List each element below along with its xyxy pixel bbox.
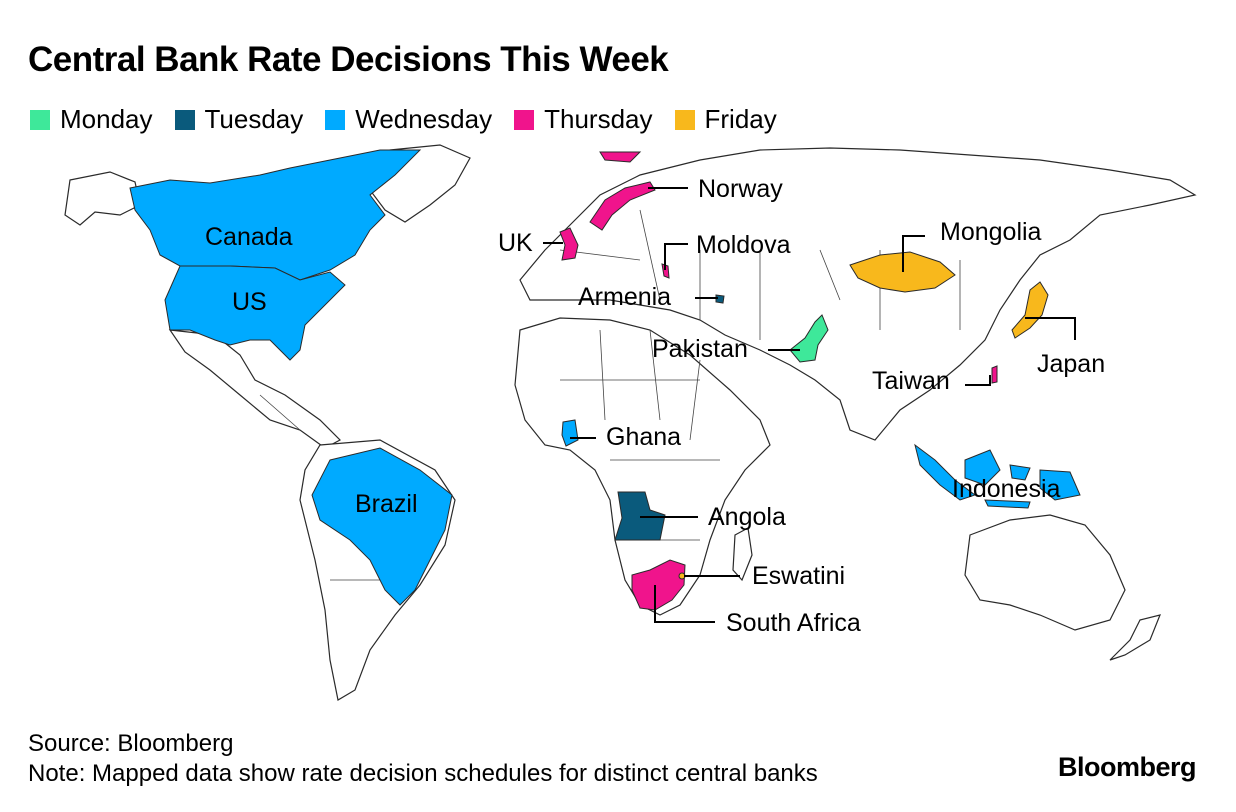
footnote: Note: Mapped data show rate decision sch… [28, 760, 818, 787]
legend-swatch-wednesday [325, 109, 346, 130]
label-indonesia: Indonesia [952, 475, 1061, 503]
legend-label-tuesday: Tuesday [204, 104, 304, 134]
moldova-leader-line [664, 243, 688, 270]
label-japan: Japan [1037, 350, 1105, 378]
legend-item-friday: Friday [674, 104, 777, 135]
new-zealand-shape [1109, 614, 1161, 661]
label-taiwan: Taiwan [872, 367, 950, 395]
label-mongolia: Mongolia [940, 218, 1042, 246]
south-africa-leader-line [654, 585, 715, 623]
label-uk: UK [498, 229, 533, 257]
legend-swatch-tuesday [174, 109, 195, 130]
alaska-shape [64, 171, 141, 226]
label-pakistan: Pakistan [652, 335, 748, 363]
ghana-shape [561, 419, 579, 447]
south-africa-shape [631, 559, 686, 611]
legend-item-monday: Monday [30, 104, 153, 135]
label-canada: Canada [205, 223, 293, 251]
us-shape [164, 265, 346, 361]
eurasia-shape [519, 147, 1197, 441]
taiwan-shape [991, 365, 998, 384]
label-angola: Angola [708, 503, 786, 531]
label-south-africa: South Africa [726, 609, 861, 637]
legend-swatch-thursday [514, 109, 535, 130]
chart-title: Central Bank Rate Decisions This Week [28, 40, 669, 79]
uk-shape [559, 227, 579, 261]
central-america-shape [168, 329, 341, 449]
label-armenia: Armenia [578, 283, 671, 311]
australia-shape [964, 514, 1126, 631]
brazil-shape [311, 447, 453, 606]
legend-item-tuesday: Tuesday [174, 104, 304, 135]
label-moldova: Moldova [696, 231, 791, 259]
legend-swatch-monday [30, 109, 50, 130]
indonesia-shape [914, 443, 1081, 509]
label-norway: Norway [698, 175, 783, 203]
japan-leader-line [1025, 317, 1076, 340]
canada-shape [129, 149, 422, 281]
legend-label-monday: Monday [60, 104, 153, 134]
taiwan-leader-line [965, 375, 991, 386]
madagascar-shape [732, 527, 753, 582]
label-ghana: Ghana [606, 423, 681, 451]
legend-label-thursday: Thursday [544, 104, 653, 134]
legend-swatch-friday [674, 109, 695, 130]
label-brazil: Brazil [355, 490, 418, 518]
japan-shape [1011, 281, 1049, 339]
norway-shape [589, 151, 656, 231]
africa-shape [514, 317, 771, 616]
legend-item-wednesday: Wednesday [325, 104, 492, 135]
bloomberg-logo: Bloomberg [1057, 752, 1197, 782]
label-eswatini: Eswatini [752, 562, 845, 590]
mongolia-leader-line [902, 235, 925, 272]
source-note: Source: Bloomberg [28, 730, 234, 757]
legend-label-wednesday: Wednesday [355, 104, 493, 134]
legend: Monday Tuesday Wednesday Thursday Friday [30, 104, 777, 135]
label-us: US [232, 288, 267, 316]
legend-item-thursday: Thursday [514, 104, 653, 135]
legend-label-friday: Friday [704, 104, 777, 134]
